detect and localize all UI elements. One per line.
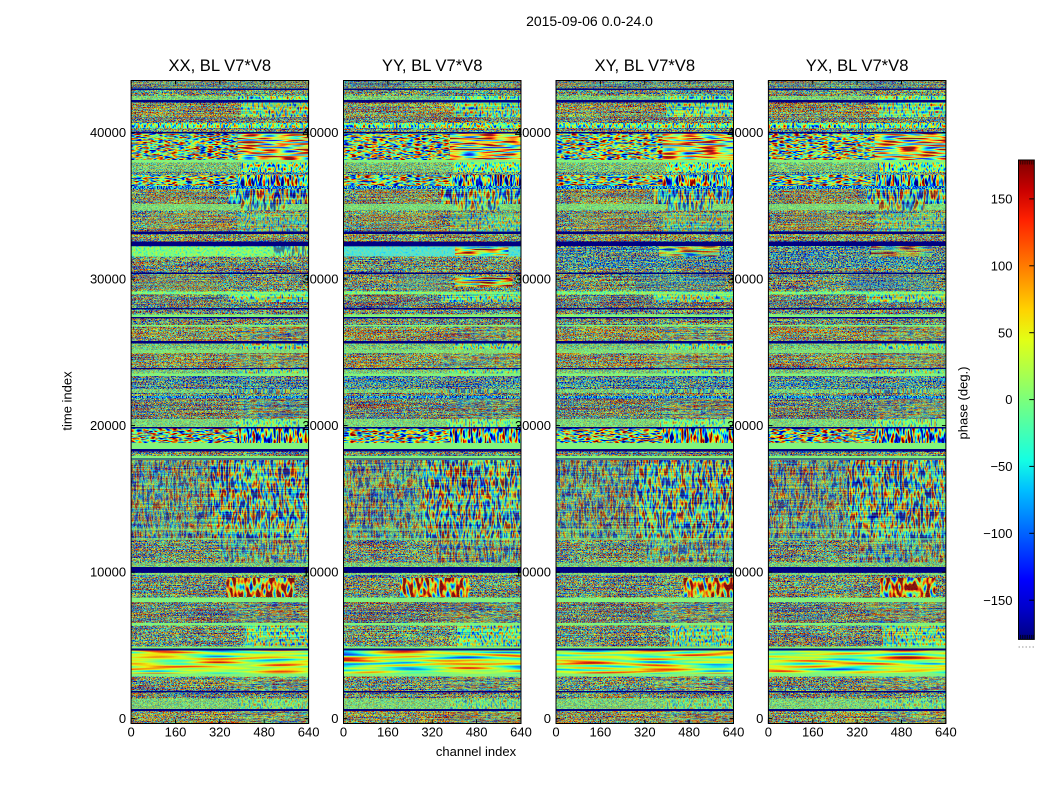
svg-text:0: 0 (552, 724, 559, 739)
svg-text:640: 640 (935, 724, 957, 739)
svg-text:50: 50 (998, 325, 1012, 340)
svg-text:20000: 20000 (727, 418, 763, 433)
svg-text:2015-09-06 0.0-24.0: 2015-09-06 0.0-24.0 (526, 13, 653, 29)
svg-text:40000: 40000 (727, 125, 763, 140)
svg-text:−100: −100 (983, 526, 1012, 541)
svg-text:640: 640 (298, 724, 320, 739)
svg-text:160: 160 (377, 724, 399, 739)
svg-text:0: 0 (119, 711, 126, 726)
svg-text:320: 320 (634, 724, 656, 739)
svg-text:YY, BL V7*V8: YY, BL V7*V8 (382, 56, 483, 75)
svg-text:XX, BL V7*V8: XX, BL V7*V8 (168, 56, 271, 75)
svg-text:30000: 30000 (515, 272, 551, 287)
svg-text:10000: 10000 (515, 565, 551, 580)
svg-text:40000: 40000 (515, 125, 551, 140)
svg-text:0: 0 (340, 724, 347, 739)
svg-text:640: 640 (510, 724, 532, 739)
svg-text:30000: 30000 (727, 272, 763, 287)
svg-text:100: 100 (991, 258, 1013, 273)
svg-text:time index: time index (60, 371, 75, 431)
svg-text:0: 0 (765, 724, 772, 739)
svg-text:10000: 10000 (302, 565, 338, 580)
svg-text:phase (deg.): phase (deg.) (956, 367, 971, 440)
svg-text:10000: 10000 (727, 565, 763, 580)
svg-text:480: 480 (466, 724, 488, 739)
svg-text:10000: 10000 (90, 565, 126, 580)
svg-text:160: 160 (802, 724, 824, 739)
svg-text:0: 0 (544, 711, 551, 726)
svg-text:30000: 30000 (90, 272, 126, 287)
svg-text:320: 320 (846, 724, 868, 739)
svg-text:480: 480 (891, 724, 913, 739)
svg-text:320: 320 (209, 724, 231, 739)
svg-text:channel index: channel index (436, 744, 517, 759)
svg-text:20000: 20000 (302, 418, 338, 433)
svg-text:XY, BL V7*V8: XY, BL V7*V8 (595, 56, 696, 75)
svg-text:640: 640 (723, 724, 745, 739)
svg-text:0: 0 (1005, 392, 1012, 407)
svg-text:480: 480 (678, 724, 700, 739)
svg-text:480: 480 (253, 724, 275, 739)
svg-text:160: 160 (165, 724, 187, 739)
svg-text:320: 320 (421, 724, 443, 739)
svg-text:160: 160 (590, 724, 612, 739)
svg-text:0: 0 (756, 711, 763, 726)
svg-text:150: 150 (991, 192, 1013, 207)
svg-text:30000: 30000 (302, 272, 338, 287)
svg-text:−150: −150 (983, 593, 1012, 608)
svg-text:20000: 20000 (515, 418, 551, 433)
svg-text:20000: 20000 (90, 418, 126, 433)
svg-text:−50: −50 (990, 459, 1012, 474)
svg-text:40000: 40000 (302, 125, 338, 140)
svg-text:0: 0 (331, 711, 338, 726)
svg-text:40000: 40000 (90, 125, 126, 140)
svg-text:YX, BL V7*V8: YX, BL V7*V8 (806, 56, 909, 75)
svg-text:0: 0 (127, 724, 134, 739)
